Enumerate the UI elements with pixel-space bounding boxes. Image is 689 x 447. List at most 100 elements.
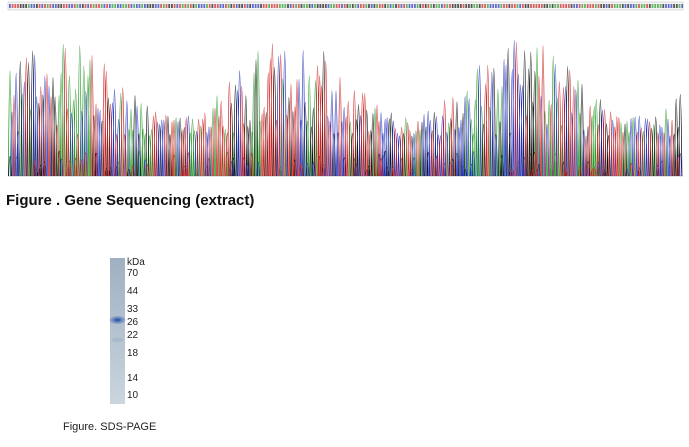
base-call: [640, 4, 643, 8]
base-call: [638, 4, 640, 8]
base-call: [600, 4, 603, 8]
base-call: [268, 4, 270, 8]
base-call: [238, 4, 241, 8]
base-call: [152, 4, 154, 8]
base-call: [416, 4, 419, 8]
base-call: [546, 4, 549, 8]
base-call: [468, 4, 470, 8]
gel-lane: [110, 258, 125, 404]
base-call: [49, 4, 52, 8]
base-call: [157, 4, 160, 8]
base-call: [594, 4, 597, 8]
base-call: [168, 4, 171, 8]
base-call: [189, 4, 192, 8]
base-call: [627, 4, 630, 8]
base-call: [346, 4, 349, 8]
base-call: [635, 4, 638, 8]
base-call: [295, 4, 297, 8]
trace: [10, 39, 683, 177]
base-call: [257, 4, 260, 8]
base-call: [378, 4, 381, 8]
base-call: [473, 4, 476, 8]
base-call: [314, 4, 316, 8]
base-call: [616, 4, 619, 8]
base-call: [621, 4, 624, 8]
base-call: [273, 4, 276, 8]
base-call: [179, 4, 181, 8]
chromatogram: [7, 1, 684, 177]
base-call: [127, 4, 130, 8]
protein-band: [109, 316, 126, 324]
base-call: [484, 4, 486, 8]
base-call: [384, 4, 387, 8]
base-call: [370, 4, 373, 8]
base-call: [149, 4, 152, 8]
base-call: [100, 4, 103, 8]
base-call: [648, 4, 651, 8]
base-call: [281, 4, 284, 8]
base-call: [667, 4, 670, 8]
base-call: [206, 4, 208, 8]
marker-label: 10: [127, 390, 139, 401]
base-call: [589, 4, 592, 8]
base-call: [138, 4, 141, 8]
base-call: [262, 4, 265, 8]
base-call: [19, 4, 22, 8]
base-call: [516, 4, 519, 8]
base-call: [562, 4, 565, 8]
base-call: [122, 4, 125, 8]
base-call: [443, 4, 446, 8]
base-call: [17, 4, 19, 8]
base-call: [303, 4, 306, 8]
base-call: [427, 4, 430, 8]
figure-caption: Figure . Gene Sequencing (extract): [6, 192, 255, 209]
base-call: [419, 4, 422, 8]
base-call: [198, 4, 200, 8]
base-call: [608, 4, 611, 8]
base-call: [538, 4, 540, 8]
base-call: [354, 4, 357, 8]
base-call: [432, 4, 435, 8]
base-call: [57, 4, 60, 8]
base-call: [414, 4, 416, 8]
base-call: [489, 4, 492, 8]
base-call: [308, 4, 311, 8]
base-call: [462, 4, 465, 8]
base-call: [508, 4, 511, 8]
base-call: [357, 4, 360, 8]
base-call: [613, 4, 616, 8]
base-call: [173, 4, 176, 8]
base-call: [659, 4, 662, 8]
base-call: [411, 4, 414, 8]
base-call: [365, 4, 368, 8]
base-call: [624, 4, 627, 8]
base-call: [154, 4, 157, 8]
base-call: [505, 4, 508, 8]
base-call: [187, 4, 189, 8]
base-call: [535, 4, 538, 8]
base-call: [324, 4, 327, 8]
base-call: [470, 4, 473, 8]
base-call: [449, 4, 451, 8]
base-call: [576, 4, 578, 8]
base-call: [327, 4, 330, 8]
base-call: [330, 4, 333, 8]
base-call: [87, 4, 90, 8]
base-call: [211, 4, 214, 8]
base-call: [108, 4, 111, 8]
base-call: [389, 4, 392, 8]
base-call: [395, 4, 397, 8]
base-call: [225, 4, 227, 8]
base-call: [119, 4, 122, 8]
base-call: [457, 4, 459, 8]
gel-image: [109, 258, 126, 404]
base-call: [441, 4, 443, 8]
base-call: [111, 4, 114, 8]
base-call: [424, 4, 427, 8]
base-call: [252, 4, 254, 8]
base-call: [76, 4, 79, 8]
base-call: [79, 4, 81, 8]
base-call: [92, 4, 95, 8]
base-call: [657, 4, 659, 8]
